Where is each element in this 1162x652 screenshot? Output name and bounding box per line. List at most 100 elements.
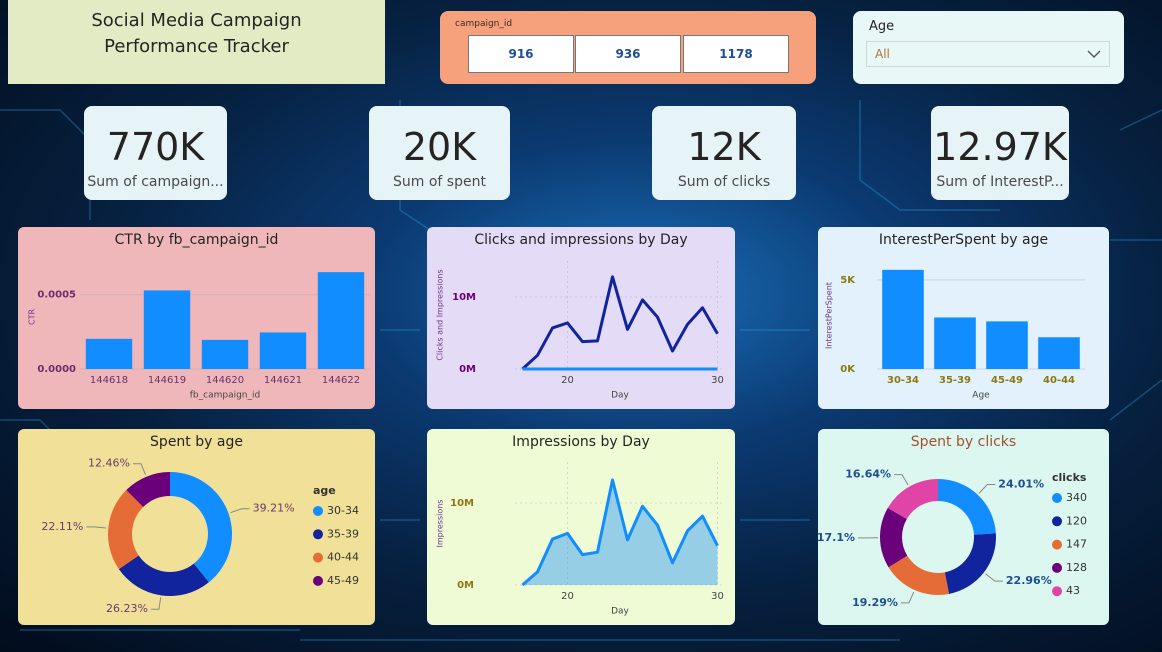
x-tick-label: 20 xyxy=(561,375,574,386)
leader-line xyxy=(900,591,915,604)
legend-title: clicks xyxy=(1052,471,1087,484)
donut-slice xyxy=(938,479,996,535)
age-filter: Age All xyxy=(853,11,1124,84)
leader-line xyxy=(985,573,1003,582)
legend-label: 340 xyxy=(1066,491,1087,504)
legend-label: 128 xyxy=(1066,561,1087,574)
leader-line xyxy=(133,463,147,476)
x-tick-label: 20 xyxy=(561,591,574,602)
data-label: 26.23% xyxy=(106,602,148,615)
kpi-value: 12.97K xyxy=(933,125,1067,169)
chart-title: Impressions by Day xyxy=(512,434,650,450)
dropdown-value: All xyxy=(875,47,890,61)
kpi-label: Sum of InterestP... xyxy=(936,174,1064,190)
legend-label: 30-34 xyxy=(327,504,359,517)
legend-swatch xyxy=(1052,586,1062,597)
chart-panel xyxy=(427,429,735,625)
bar xyxy=(934,317,976,369)
data-label: 16.64% xyxy=(845,468,891,481)
dropdown-chevron xyxy=(1087,50,1101,58)
donut-slice xyxy=(170,472,232,583)
line xyxy=(521,478,719,587)
legend-label: 120 xyxy=(1066,514,1087,527)
y-tick-label: 10M xyxy=(452,292,476,303)
x-tick-label: 144622 xyxy=(322,375,360,386)
donut-slice xyxy=(107,490,144,570)
y-axis-label: InterestPerSpent xyxy=(825,282,834,349)
data-label: 17.1% xyxy=(817,531,855,544)
legend-label: 35-39 xyxy=(327,527,359,540)
legend-swatch xyxy=(313,506,323,516)
slicer-label: campaign_id xyxy=(455,19,513,29)
donut-slice xyxy=(887,479,938,519)
bar xyxy=(317,272,365,369)
x-axis-label: Age xyxy=(972,391,990,401)
line xyxy=(521,275,719,371)
dashboard-title: Social Media Campaign Performance Tracke… xyxy=(8,0,385,84)
leader-line xyxy=(150,597,162,610)
area xyxy=(522,480,718,585)
kpi-label: Sum of spent xyxy=(393,174,486,190)
donut-slice xyxy=(126,472,170,508)
kpi-value: 12K xyxy=(687,125,761,169)
y-axis-label: CTR xyxy=(28,309,37,325)
y-tick-label: 0K xyxy=(840,364,856,375)
x-tick-label: 30 xyxy=(711,591,724,602)
y-tick-label: 5K xyxy=(840,275,856,286)
legend-swatch xyxy=(313,529,323,540)
donut-slice xyxy=(888,555,949,596)
y-tick-label: 0.0005 xyxy=(37,290,76,301)
legend-label: 147 xyxy=(1066,538,1087,551)
kpi-card: 20K Sum of spent xyxy=(369,106,510,200)
legend-label: 45-49 xyxy=(327,574,359,587)
chart-title: Spent by age xyxy=(150,434,243,450)
y-tick-label: 0M xyxy=(459,364,476,375)
bar xyxy=(85,338,133,369)
donut-slice xyxy=(880,507,908,568)
donut-slice xyxy=(944,533,996,594)
kpi-label: Sum of campaign... xyxy=(87,174,224,190)
kpi-card: 12K Sum of clicks xyxy=(652,106,796,200)
chart-panel xyxy=(18,429,375,625)
legend-swatch xyxy=(1052,516,1062,527)
y-axis-label: Impressions xyxy=(436,500,445,548)
filter-label: Age xyxy=(869,19,895,34)
chart-panel xyxy=(427,227,735,409)
chart-panel xyxy=(818,429,1109,625)
slicer-option[interactable]: 936 xyxy=(575,35,681,73)
chart-title: CTR by fb_campaign_id xyxy=(115,232,279,248)
bar xyxy=(1038,337,1080,369)
y-tick-label: 0.0000 xyxy=(37,364,76,375)
leader-line xyxy=(86,526,107,529)
campaign-slicer: campaign_id 916 936 1178 xyxy=(440,11,816,84)
kpi-value: 770K xyxy=(106,125,205,169)
age-dropdown[interactable]: All xyxy=(866,41,1110,67)
legend-title: age xyxy=(313,484,336,497)
legend-label: 43 xyxy=(1066,584,1080,597)
kpi-card: 12.97K Sum of InterestP... xyxy=(931,106,1069,200)
x-tick-label: 144620 xyxy=(206,375,244,386)
y-tick-label: 0M xyxy=(457,580,474,591)
leader-line xyxy=(978,484,996,494)
x-axis-label: Day xyxy=(611,607,629,617)
data-label: 24.01% xyxy=(998,478,1044,491)
data-label: 12.46% xyxy=(88,457,130,470)
slicer-option[interactable]: 916 xyxy=(468,35,574,73)
y-axis-label: Clicks and Impressions xyxy=(436,269,445,360)
bar xyxy=(259,332,307,369)
legend-label: 40-44 xyxy=(327,551,359,564)
x-tick-label: 40-44 xyxy=(1043,375,1075,386)
x-axis-label: Day xyxy=(611,391,629,401)
slicer-option[interactable]: 1178 xyxy=(683,35,789,73)
kpi-card: 770K Sum of campaign... xyxy=(84,106,227,200)
x-tick-label: 30-34 xyxy=(887,375,919,386)
kpi-label: Sum of clicks xyxy=(677,174,771,190)
donut-slice xyxy=(118,555,209,597)
data-label: 22.11% xyxy=(41,520,83,533)
kpi-value: 20K xyxy=(402,125,477,169)
chart-title: Clicks and impressions by Day xyxy=(474,232,687,248)
legend-swatch xyxy=(1052,562,1062,573)
